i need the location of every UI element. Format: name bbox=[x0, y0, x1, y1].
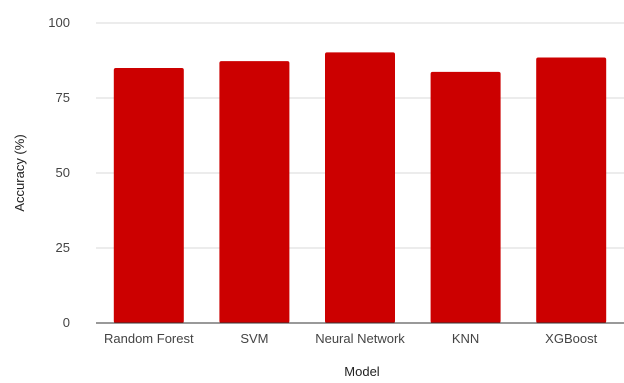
x-tick-label: Neural Network bbox=[315, 331, 405, 346]
x-tick-label: KNN bbox=[452, 331, 479, 346]
x-axis-ticks: Random Forest SVM Neural Network KNN XGBoost bbox=[104, 331, 598, 346]
y-tick-label: 75 bbox=[56, 90, 70, 105]
bar bbox=[430, 71, 501, 324]
y-tick-label: 50 bbox=[56, 165, 70, 180]
bars bbox=[113, 52, 607, 324]
y-tick-label: 100 bbox=[48, 15, 70, 30]
y-axis-ticks: 0 25 50 75 100 bbox=[48, 15, 70, 330]
bar bbox=[219, 61, 290, 323]
x-tick-label: XGBoost bbox=[545, 331, 597, 346]
bar bbox=[325, 52, 395, 324]
bar bbox=[113, 68, 184, 323]
bar bbox=[536, 57, 607, 323]
y-tick-label: 0 bbox=[63, 315, 70, 330]
x-tick-label: Random Forest bbox=[104, 331, 194, 346]
x-tick-label: SVM bbox=[240, 331, 268, 346]
y-axis-title: Accuracy (%) bbox=[12, 134, 27, 211]
y-tick-label: 25 bbox=[56, 240, 70, 255]
x-axis-title: Model bbox=[344, 364, 380, 378]
